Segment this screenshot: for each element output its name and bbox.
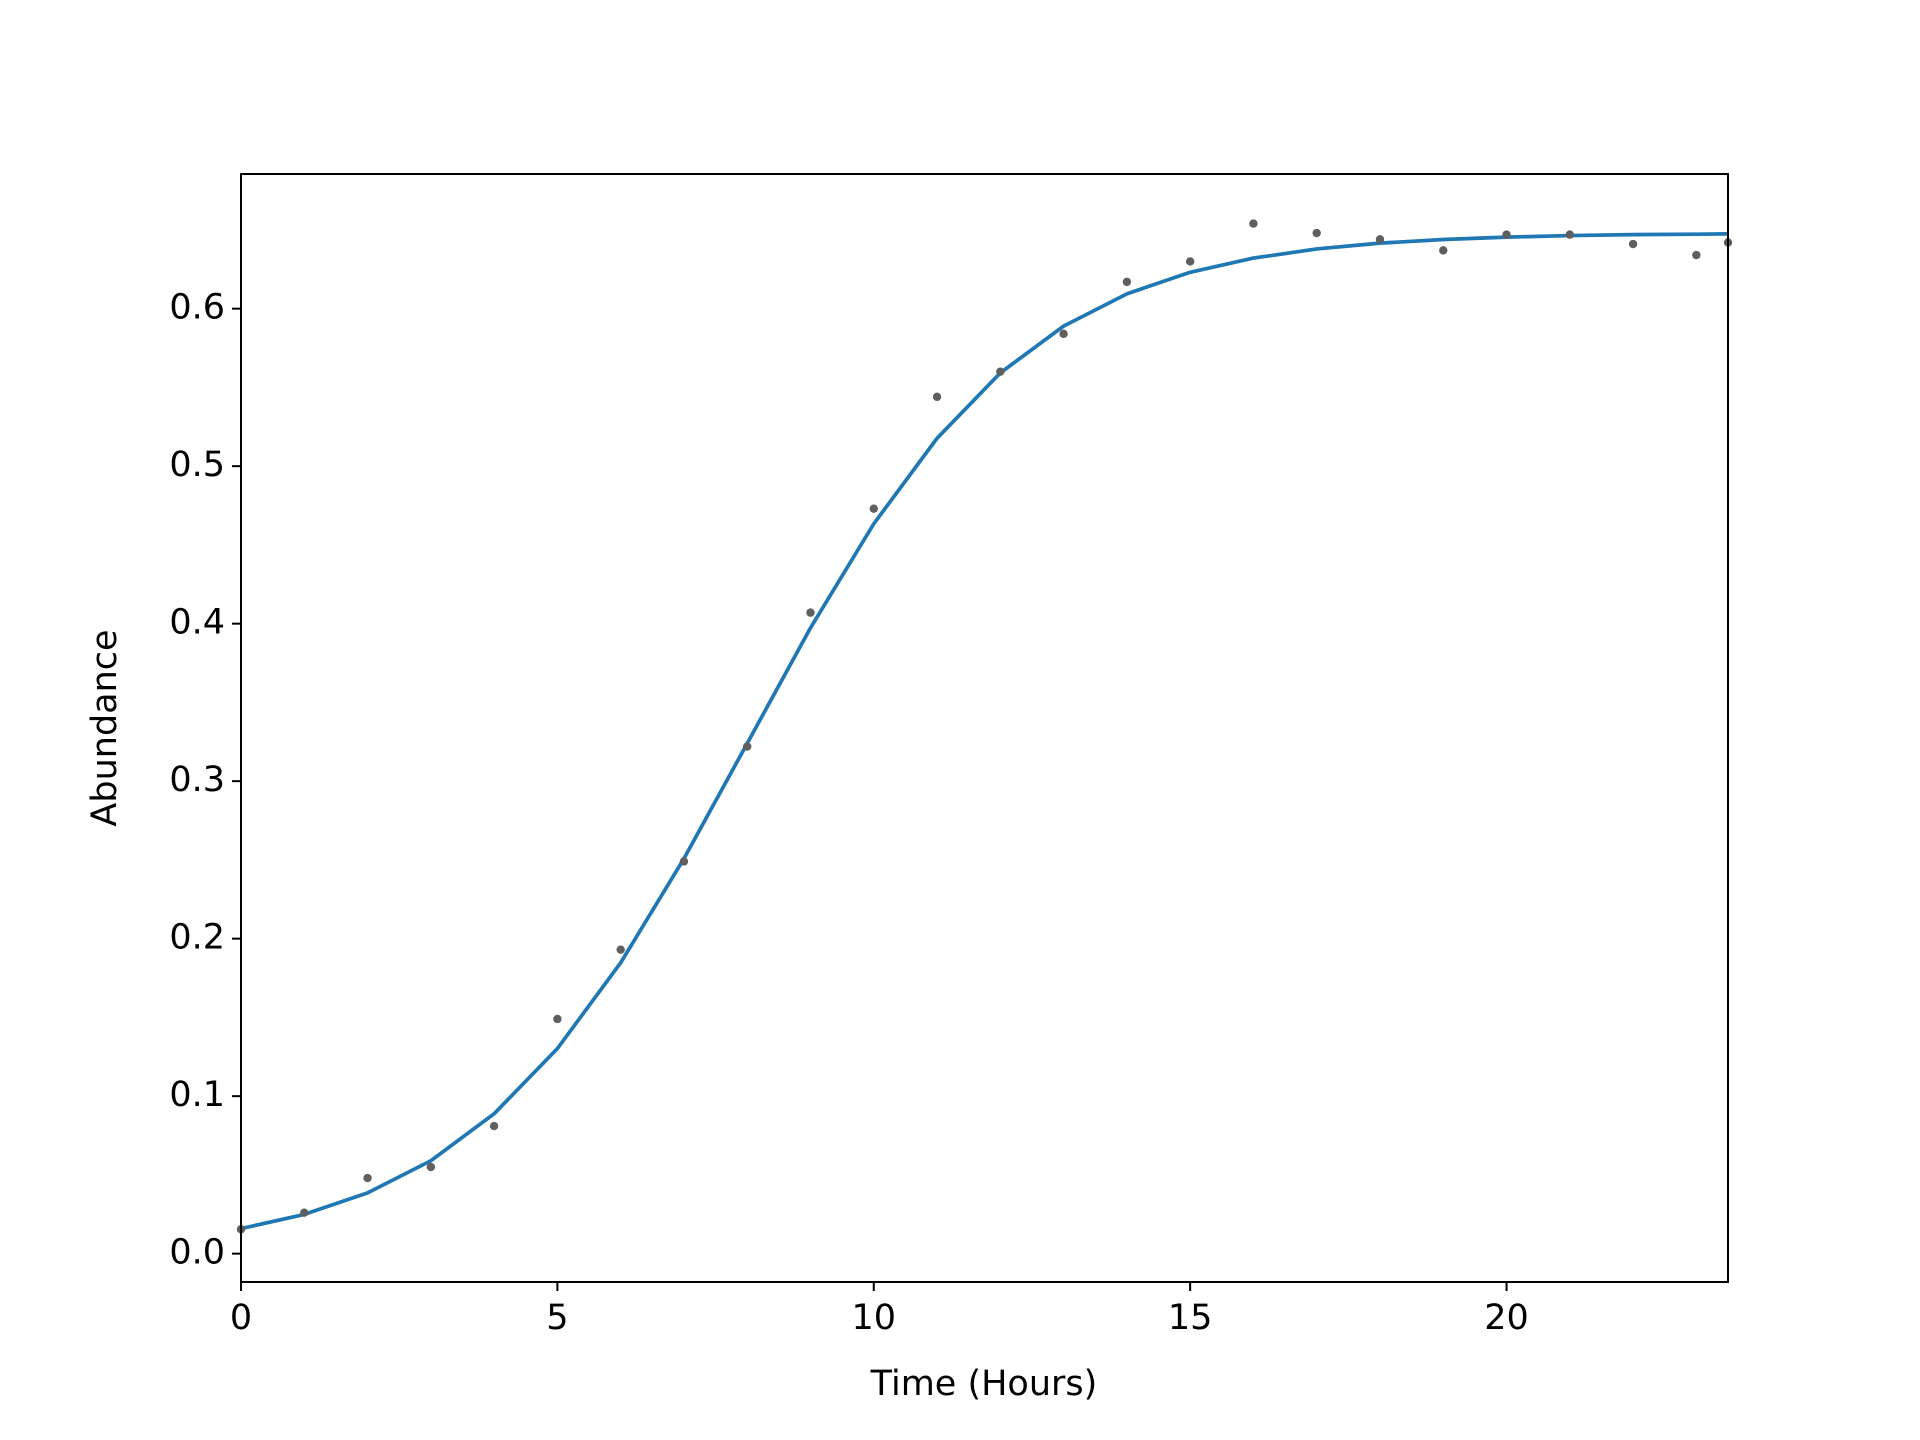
data-point (1375, 235, 1385, 244)
data-point (1059, 329, 1068, 339)
data-point (1502, 230, 1511, 239)
data-point (616, 945, 625, 954)
data-point (996, 367, 1005, 376)
y-tick-label: 0.2 (169, 918, 225, 958)
x-tick-label: 5 (546, 1298, 568, 1338)
x-tick-label: 10 (851, 1298, 896, 1338)
data-point (679, 857, 689, 866)
data-point (806, 608, 815, 617)
x-tick-label: 0 (230, 1298, 252, 1338)
data-point (1185, 257, 1195, 266)
data-point (363, 1173, 372, 1183)
y-tick-label: 0.0 (169, 1233, 225, 1273)
data-point (489, 1121, 499, 1131)
data-point (553, 1014, 562, 1024)
data-point (1439, 246, 1448, 255)
y-tick-label: 0.6 (169, 288, 225, 328)
data-point (869, 504, 878, 513)
data-point (300, 1208, 309, 1217)
data-point (1692, 250, 1701, 260)
data-point (426, 1162, 436, 1172)
data-point (1249, 219, 1258, 228)
y-tick-label: 0.5 (169, 445, 225, 485)
x-tick-label: 15 (1168, 1298, 1213, 1338)
y-tick-label: 0.3 (169, 760, 225, 800)
plot-frame (240, 173, 1729, 1283)
data-point (1565, 230, 1575, 239)
y-axis-label: Abundance (85, 629, 125, 826)
x-tick-label: 20 (1484, 1298, 1529, 1338)
y-tick-label: 0.1 (169, 1075, 225, 1115)
fit-line (241, 231, 1728, 1231)
data-point (932, 392, 942, 402)
y-tick-label: 0.4 (169, 603, 225, 643)
data-point (743, 742, 752, 751)
data-point (1312, 228, 1321, 238)
data-point (1122, 277, 1132, 287)
x-axis-label: Time (Hours) (870, 1364, 1098, 1404)
data-point (1628, 239, 1638, 249)
